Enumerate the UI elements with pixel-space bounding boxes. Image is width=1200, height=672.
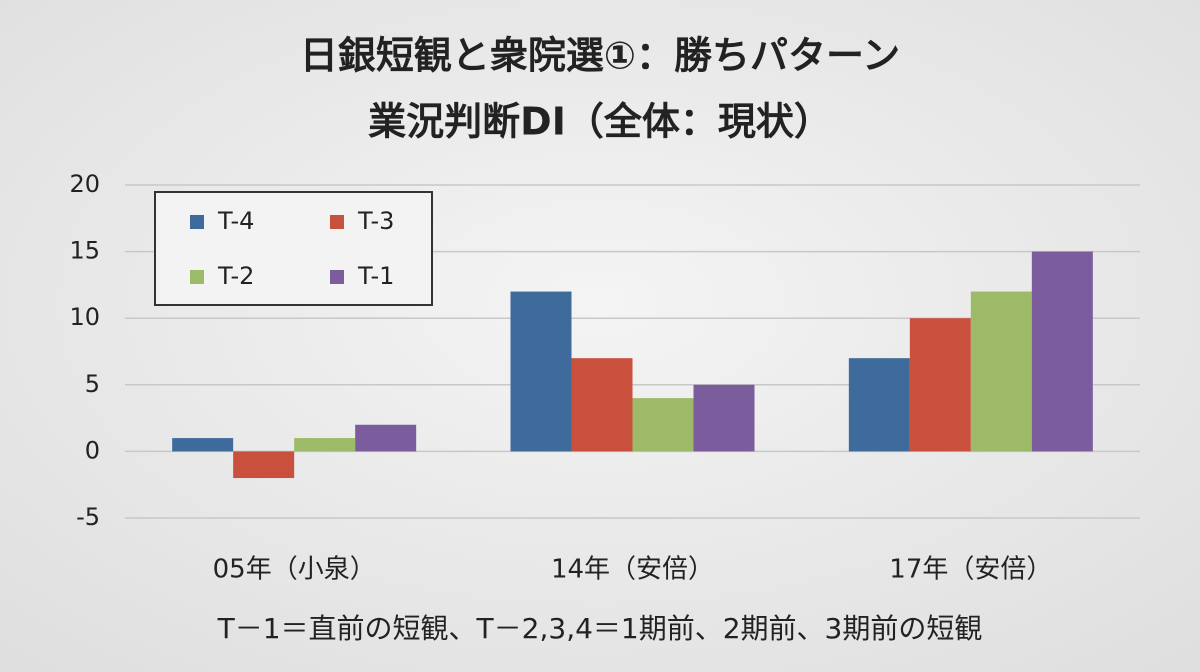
legend-label: T-4	[217, 207, 254, 235]
x-tick-label: 14年（安倍）	[551, 555, 714, 585]
annotation: T－1＝直前の短観、T－2,3,4＝1期前、2期前、3期前の短観	[217, 612, 983, 645]
bar	[970, 291, 1032, 452]
bar	[233, 451, 295, 479]
y-tick-label: 0	[85, 436, 100, 464]
bar	[510, 291, 572, 452]
legend-label: T-2	[217, 262, 254, 290]
y-tick-label: -5	[76, 503, 100, 531]
y-tick-label: 10	[69, 303, 100, 331]
x-tick-label: 17年（安倍）	[889, 555, 1052, 585]
bar	[693, 384, 755, 452]
y-tick-label: 5	[85, 370, 100, 398]
y-tick-label: 20	[69, 170, 100, 198]
legend-swatch	[330, 215, 344, 229]
bar	[909, 318, 971, 452]
bar	[1031, 251, 1093, 452]
y-tick-label: 15	[69, 237, 100, 265]
bar	[848, 358, 910, 452]
legend-swatch	[190, 270, 204, 284]
bar	[571, 358, 633, 452]
bar	[355, 424, 417, 452]
bar	[172, 438, 234, 452]
x-tick-label: 05年（小泉）	[213, 555, 376, 585]
bar	[294, 438, 356, 452]
chart-title: 日銀短観と衆院選①：勝ちパターン	[300, 34, 900, 78]
bar	[632, 398, 694, 452]
legend-swatch	[190, 215, 204, 229]
legend-box	[154, 191, 433, 306]
legend-swatch	[330, 270, 344, 284]
legend-label: T-1	[357, 262, 394, 290]
chart-subtitle: 業況判断DI（全体：現状）	[368, 100, 832, 144]
legend-label: T-3	[357, 207, 394, 235]
